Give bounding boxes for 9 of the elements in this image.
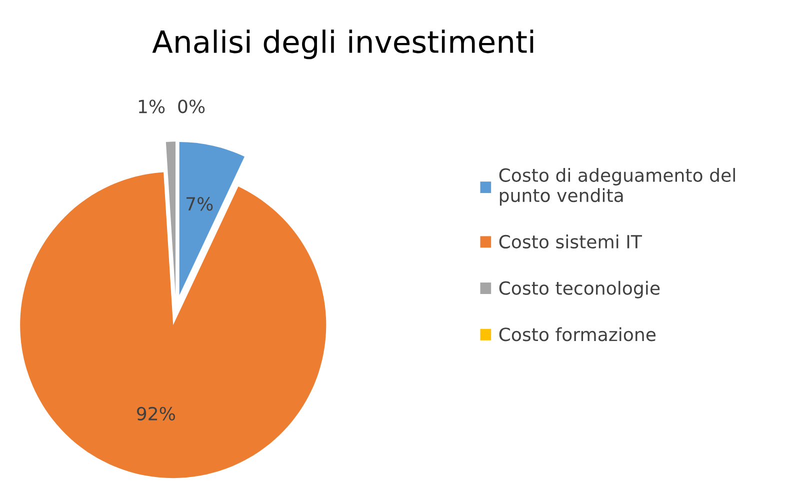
legend-label: Costo teconologie	[499, 280, 660, 298]
text: 0%	[178, 100, 205, 114]
data-label: 7%	[186, 197, 213, 211]
legend-label: Costo formazione	[499, 327, 656, 342]
data-label: 92%	[136, 406, 175, 420]
legend-label: Costo di adeguamento del punto vendita	[499, 168, 735, 206]
legend-label: Costo sistemi IT	[499, 234, 642, 249]
data-label: 1%	[138, 100, 165, 114]
chart-title: Analisi degli investimenti	[152, 30, 534, 60]
